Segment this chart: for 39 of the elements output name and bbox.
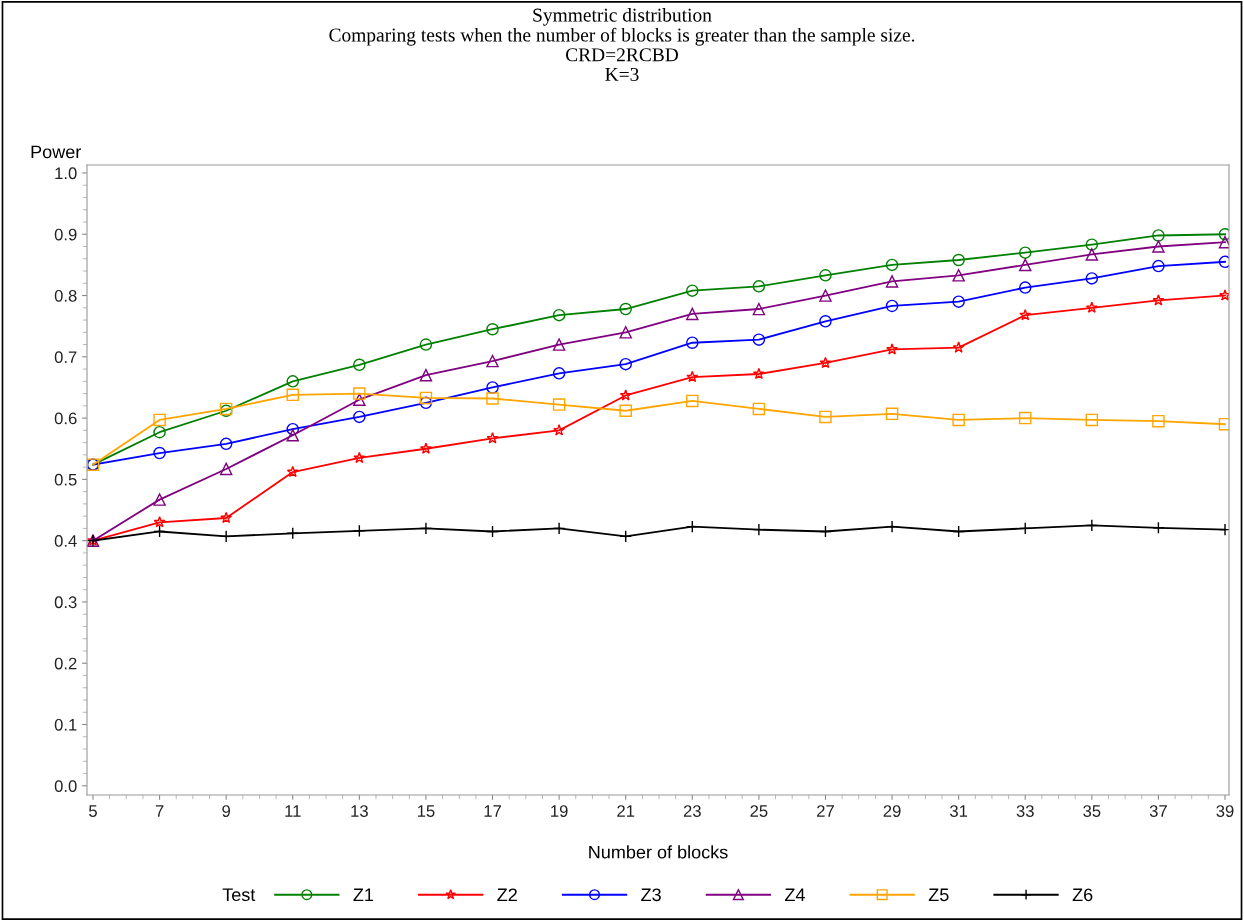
- x-tick-label: 17: [484, 805, 501, 817]
- x-tick-label: 37: [1149, 805, 1167, 817]
- y-tick-label: 0.3: [54, 596, 77, 609]
- x-tick-label: 11: [285, 805, 301, 817]
- y-tick-label: 0.4: [54, 535, 77, 547]
- y-tick-label: 0.1: [54, 718, 77, 731]
- x-tick-label: 29: [883, 805, 901, 817]
- x-tick-label: 25: [750, 805, 768, 817]
- x-tick-label: 27: [817, 805, 834, 817]
- chart-title: Symmetric distribution Comparing tests when the number of blocks is greater than the sample size. CRD=2RCBD K=3: [329, 8, 915, 81]
- x-tick-label: 13: [351, 805, 368, 817]
- x-tick-label: 35: [1083, 805, 1101, 817]
- legend-label: Z3: [641, 888, 661, 902]
- legend-label: Z4: [784, 888, 805, 901]
- x-tick-label: 39: [1216, 805, 1234, 817]
- legend-label: Z5: [928, 888, 949, 902]
- y-tick-label: 0.2: [54, 657, 77, 670]
- x-tick-label: 19: [551, 805, 568, 817]
- x-tick-label: 9: [222, 805, 231, 817]
- x-tick-label: 5: [89, 805, 97, 817]
- x-tick-label: 21: [617, 805, 635, 817]
- legend-label: Z2: [497, 888, 517, 901]
- y-tick-label: 0.5: [54, 473, 77, 486]
- x-tick-label: 7: [155, 805, 164, 817]
- y-tick-label: 0.8: [54, 289, 77, 302]
- y-tick-label: 0.7: [54, 351, 77, 364]
- legend-label: Z1: [353, 888, 374, 901]
- y-tick-label: 0.9: [54, 228, 77, 241]
- legend-label: Z6: [1072, 888, 1093, 902]
- y-tick-label: 0.6: [54, 412, 77, 425]
- x-tick-label: 15: [417, 805, 435, 817]
- y-tick-label: 0.0: [54, 780, 77, 793]
- x-axis-title: Number of blocks: [589, 845, 728, 859]
- x-tick-label: 33: [1016, 805, 1034, 817]
- legend-title: Test: [222, 888, 256, 902]
- y-tick-label: 1.0: [55, 167, 77, 180]
- x-tick-label: 31: [950, 805, 968, 817]
- x-tick-label: 23: [683, 805, 701, 817]
- y-axis-title: Power: [31, 145, 81, 159]
